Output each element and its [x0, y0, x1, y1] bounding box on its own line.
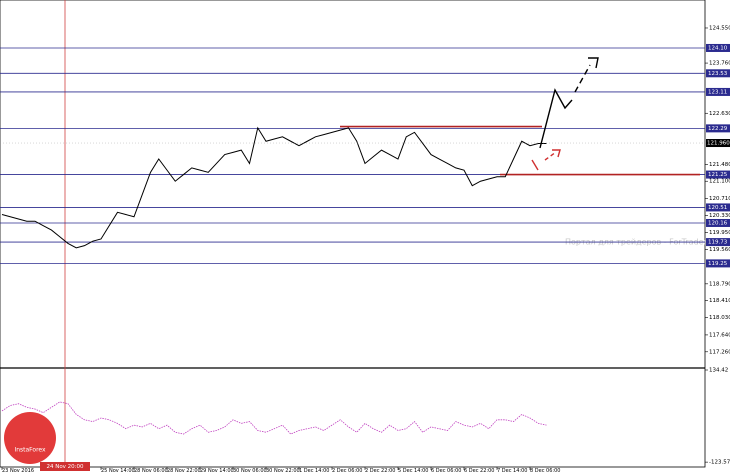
y-tick-label: 117.640 — [709, 332, 730, 338]
y-tick-label: 119.950 — [709, 230, 730, 236]
level-label: 121.25 — [708, 172, 728, 178]
y-tick-label: 118.790 — [709, 281, 730, 287]
x-tick-label: 7 Dec 14:00 — [497, 468, 527, 474]
level-label: 119.73 — [708, 240, 728, 246]
x-tick-label: 2 Dec 06:00 — [332, 468, 362, 474]
level-label: 120.16 — [708, 220, 728, 226]
y-tick-label: 119.560 — [709, 247, 730, 253]
arrow-dash — [574, 64, 591, 93]
y-tick-label: 122.630 — [709, 111, 730, 117]
arrow-red-head — [552, 149, 561, 158]
y-tick-label: 118.410 — [709, 298, 730, 304]
arrow-up — [539, 88, 573, 149]
x-tick-label: 8 Dec 06:00 — [530, 468, 560, 474]
level-box — [706, 43, 730, 52]
current-price-box — [706, 139, 730, 148]
x-tick-label: 25 Nov 14:00 — [101, 468, 135, 474]
arrow-head — [588, 57, 599, 69]
crosshair-label: 24 Nov 20:00 — [46, 464, 84, 470]
level-box — [706, 170, 730, 179]
x-tick-label: 23 Nov 2016 — [2, 468, 34, 474]
crosshair-box — [40, 462, 90, 471]
x-tick-label: 5 Dec 14:00 — [398, 468, 428, 474]
level-label: 119.25 — [708, 261, 728, 267]
x-tick-label: 30 Nov 06:00 — [233, 468, 267, 474]
x-tick-label: 6 Dec 06:00 — [431, 468, 461, 474]
level-box — [706, 218, 730, 227]
forecast-arrows — [531, 57, 599, 171]
logo-circle — [4, 412, 56, 464]
current-price-label: 121.960 — [707, 141, 730, 147]
y-tick-label: 121.480 — [709, 162, 730, 168]
level-label: 120.51 — [708, 205, 727, 211]
y-tick-label: 121.100 — [709, 179, 730, 185]
level-box — [706, 238, 730, 247]
x-tick-label: 29 Nov 14:00 — [200, 468, 234, 474]
level-box — [706, 124, 730, 133]
y-tick-label: 120.330 — [709, 213, 730, 219]
level-label: 124.10 — [708, 45, 728, 51]
y-tick-label: 124.550 — [709, 25, 730, 31]
y-tick-label: 118.030 — [709, 315, 730, 321]
y-tick-label: 134.42 — [709, 368, 728, 374]
level-box — [706, 69, 730, 78]
x-tick-label: 1 Dec 14:00 — [299, 468, 329, 474]
arrow-red — [531, 159, 539, 171]
level-box — [706, 87, 730, 96]
x-tick-label: 6 Dec 22:00 — [464, 468, 494, 474]
plot-frame — [0, 0, 706, 468]
level-box — [706, 259, 730, 268]
x-tick-label: 30 Nov 22:00 — [266, 468, 300, 474]
level-label: 122.29 — [708, 126, 728, 132]
level-label: 123.11 — [708, 89, 727, 95]
x-tick-label: 28 Nov 06:00 — [134, 468, 168, 474]
price-line — [1, 126, 547, 249]
level-label: 123.53 — [708, 71, 728, 77]
level-box — [706, 203, 730, 212]
y-tick-label: 123.760 — [709, 61, 730, 67]
y-tick-label: 120.710 — [709, 196, 730, 202]
logo: InstaForex — [4, 412, 56, 464]
logo-text: InstaForex — [14, 447, 46, 454]
oscillator-line — [1, 401, 547, 435]
x-tick-label: 28 Nov 22:00 — [167, 468, 201, 474]
y-tick-label: 117.260 — [709, 349, 730, 355]
arrow-red-dash — [544, 151, 557, 161]
x-tick-label: 2 Dec 22:00 — [365, 468, 395, 474]
y-tick-label: -123.573 — [709, 460, 730, 466]
